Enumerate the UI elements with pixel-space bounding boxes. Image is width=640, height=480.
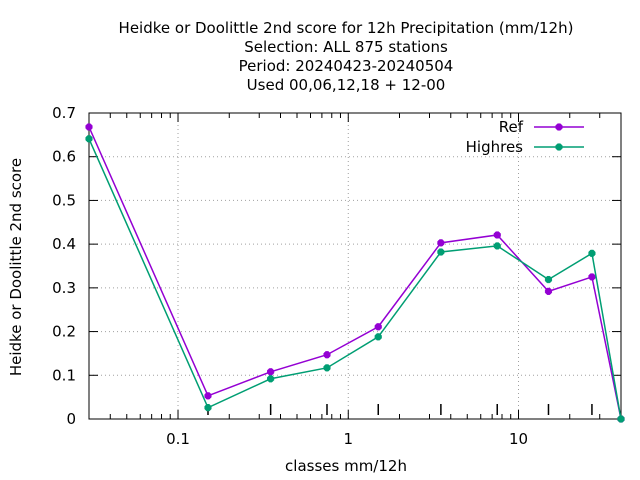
data-point <box>493 242 501 250</box>
data-point <box>323 351 331 359</box>
data-point <box>617 415 625 423</box>
data-point <box>544 275 553 284</box>
data-point <box>85 123 93 131</box>
y-tick-label: 0.5 <box>52 191 76 209</box>
axis-ticks <box>89 112 621 420</box>
data-point <box>493 231 501 239</box>
series-line <box>88 138 622 420</box>
title-line-4: Used 00,06,12,18 + 12-00 <box>247 76 446 94</box>
y-tick-label: 0.4 <box>52 235 76 253</box>
data-point <box>588 273 596 281</box>
chart-title: Heidke or Doolittle 2nd score for 12h Pr… <box>119 19 574 94</box>
x-tick-label: 1 <box>343 430 353 448</box>
data-point <box>85 135 93 143</box>
legend-swatch-marker <box>555 143 563 151</box>
data-point <box>323 364 331 372</box>
x-tick-label: 10 <box>509 430 528 448</box>
tick-labels: 0 0.1 0.2 0.3 0.4 0.5 0.6 0.7 0.1 1 10 <box>52 104 528 448</box>
data-point <box>204 404 212 412</box>
data-point <box>204 392 212 400</box>
title-line-1: Heidke or Doolittle 2nd score for 12h Pr… <box>119 19 574 37</box>
title-line-3: Period: 20240423-20240504 <box>239 57 454 75</box>
data-point <box>437 248 445 256</box>
data-point <box>437 239 445 247</box>
y-tick-label: 0.7 <box>52 104 76 122</box>
x-tick-label: 0.1 <box>166 430 190 448</box>
y-tick-label: 0.1 <box>52 366 76 384</box>
y-tick-label: 0.6 <box>52 148 76 166</box>
grid <box>89 113 621 419</box>
title-line-2: Selection: ALL 875 stations <box>244 38 448 56</box>
legend: Ref Highres <box>466 118 584 156</box>
series-highres <box>85 135 625 423</box>
legend-label: Highres <box>466 138 524 156</box>
legend-label: Ref <box>499 118 524 136</box>
data-point <box>267 375 275 383</box>
data-point <box>374 323 382 331</box>
series-ref <box>85 123 625 423</box>
legend-swatch-marker <box>555 123 563 131</box>
plot-area-frame <box>88 112 622 420</box>
series-line <box>88 126 622 420</box>
y-tick-label: 0.2 <box>52 323 76 341</box>
data-point <box>267 368 275 376</box>
data-point <box>544 287 553 295</box>
x-axis-label: classes mm/12h <box>285 457 407 475</box>
series <box>85 123 625 423</box>
data-point <box>588 249 596 257</box>
y-tick-label: 0.3 <box>52 279 76 297</box>
y-axis-label: Heidke or Doolittle 2nd score <box>7 158 25 376</box>
data-point <box>374 333 382 341</box>
y-tick-label: 0 <box>66 410 76 428</box>
